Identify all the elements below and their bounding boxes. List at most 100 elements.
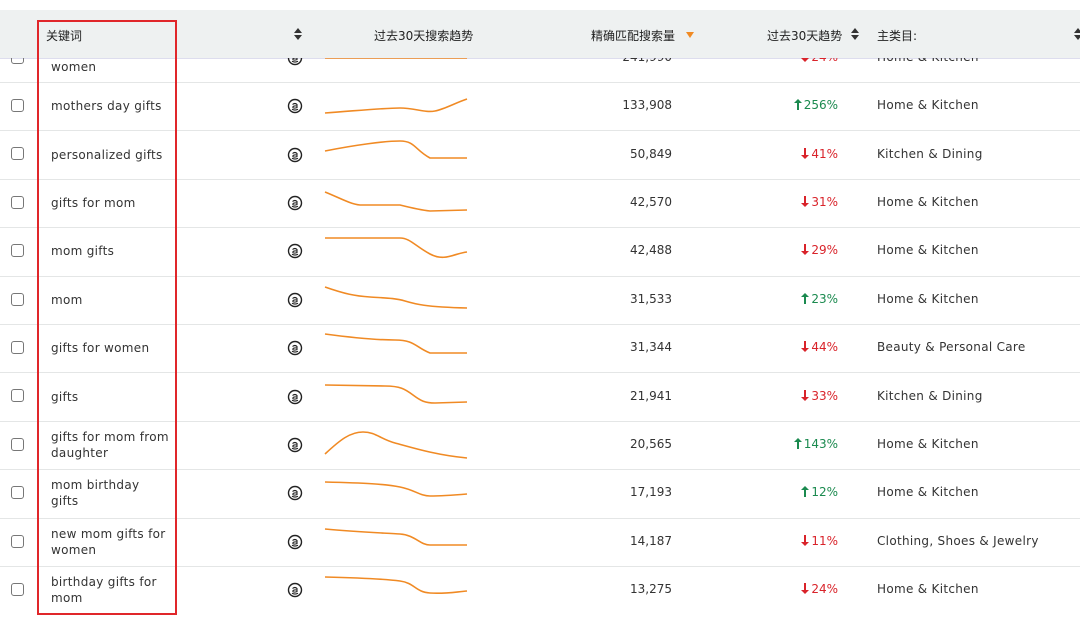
checkbox[interactable] bbox=[11, 147, 24, 161]
trend-value: 23% bbox=[811, 291, 838, 306]
category: Home & Kitchen bbox=[877, 582, 979, 597]
search-volume: 13,275 bbox=[630, 582, 672, 597]
amazon-icon bbox=[287, 340, 303, 356]
arrow bbox=[793, 99, 802, 111]
icon-glyph bbox=[291, 248, 299, 256]
icon-ring bbox=[287, 534, 303, 549]
column-header[interactable]: 精确匹配搜索量 bbox=[591, 29, 676, 43]
amazon-icon bbox=[287, 244, 303, 259]
search-volume: 241,990 bbox=[622, 58, 672, 64]
amazon-icon bbox=[287, 98, 303, 114]
trend-line bbox=[324, 383, 468, 404]
table-row: new mom gifts for women 14,187 11% Clothing… bbox=[0, 518, 1080, 567]
sort-icon[interactable] bbox=[1074, 28, 1080, 40]
category: Home & Kitchen bbox=[877, 243, 979, 258]
trend-line bbox=[324, 481, 468, 498]
trend-arrow bbox=[801, 292, 810, 304]
category: Home & Kitchen bbox=[877, 98, 979, 113]
amazon-icon bbox=[287, 58, 303, 65]
category: Home & Kitchen bbox=[877, 58, 979, 64]
table-row: mom 31,533 23% Home & Kitchen bbox=[0, 276, 1080, 325]
search-volume: 14,187 bbox=[630, 533, 672, 548]
trend-value: 29% bbox=[811, 243, 838, 258]
trend-arrow bbox=[801, 244, 810, 256]
checkbox[interactable] bbox=[11, 534, 24, 548]
category: Kitchen & Dining bbox=[877, 388, 983, 403]
icon-glyph bbox=[291, 441, 299, 450]
trend-arrow bbox=[801, 534, 810, 546]
sort-icon[interactable] bbox=[851, 28, 859, 40]
trend-arrow bbox=[801, 389, 810, 401]
trend-line bbox=[324, 527, 467, 546]
sort-icon[interactable] bbox=[294, 28, 302, 40]
icon-ring bbox=[287, 437, 303, 453]
arrow bbox=[801, 292, 810, 304]
checkbox[interactable] bbox=[11, 389, 24, 403]
amazon-icon bbox=[287, 437, 303, 453]
trend: 24% bbox=[801, 582, 838, 596]
trend: 23% bbox=[801, 292, 838, 306]
search-volume: 133,908 bbox=[622, 98, 672, 113]
checkbox[interactable] bbox=[11, 486, 24, 500]
trend-line bbox=[324, 286, 468, 309]
column-header[interactable]: 主类目: bbox=[877, 29, 918, 43]
keyword: gifts for mom from daughter bbox=[51, 429, 169, 460]
table-row: gifts 21,941 33% Kitchen & Dining bbox=[0, 372, 1080, 422]
trend: 24% bbox=[801, 58, 838, 64]
icon-glyph bbox=[291, 490, 299, 498]
category: Kitchen & Dining bbox=[877, 146, 983, 161]
category: Beauty & Personal Care bbox=[877, 340, 1026, 355]
checkbox[interactable] bbox=[11, 292, 24, 306]
column-header[interactable]: 过去30天趋势 bbox=[767, 29, 843, 43]
arrow bbox=[801, 58, 810, 62]
icon-ring bbox=[287, 486, 303, 501]
icon-ring bbox=[287, 582, 303, 598]
sparkline bbox=[324, 431, 468, 459]
keyword: mom birthday gifts bbox=[51, 478, 140, 509]
trend-value: 11% bbox=[811, 533, 838, 548]
table-row: mom gifts 42,488 29% Home & Kitchen bbox=[0, 227, 1080, 277]
column-header: 过去30天搜索趋势 bbox=[374, 29, 474, 43]
category: Home & Kitchen bbox=[877, 194, 979, 209]
highlight-box bbox=[37, 20, 177, 615]
checkbox[interactable] bbox=[11, 99, 24, 112]
icon-ring bbox=[287, 292, 303, 307]
icon-ring bbox=[287, 244, 303, 259]
checkbox[interactable] bbox=[11, 58, 24, 64]
category: Clothing, Shoes & Jewelry bbox=[877, 533, 1039, 548]
sparkline bbox=[324, 576, 468, 595]
icon-glyph bbox=[291, 345, 299, 353]
checkbox[interactable] bbox=[11, 437, 24, 451]
amazon-icon bbox=[287, 147, 303, 162]
checkbox[interactable] bbox=[11, 341, 24, 354]
checkbox[interactable] bbox=[11, 244, 24, 258]
sort-icon[interactable] bbox=[686, 32, 694, 38]
keyword: new mom gifts for women bbox=[51, 526, 166, 557]
search-volume: 20,565 bbox=[630, 436, 672, 451]
column-header[interactable]: 关键词 bbox=[46, 29, 83, 43]
keyword: personalized gifts bbox=[51, 147, 163, 162]
arrow bbox=[793, 437, 802, 449]
search-volume: 17,193 bbox=[630, 485, 672, 500]
table-row: mothers day gifts 133,908 256% Home & Kitch… bbox=[0, 82, 1080, 132]
amazon-icon bbox=[287, 582, 303, 598]
sparkline bbox=[324, 191, 468, 212]
table-row: gifts for mom from daughter 20,565 143% Hom… bbox=[0, 421, 1080, 471]
trend: 12% bbox=[801, 485, 838, 499]
table-row: gifts for women 31,344 44% Beauty & Persona… bbox=[0, 324, 1080, 374]
trend-arrow bbox=[801, 58, 810, 62]
checkbox[interactable] bbox=[11, 195, 24, 209]
keyword: mom bbox=[51, 292, 83, 307]
trend-arrow bbox=[801, 583, 810, 595]
checkbox[interactable] bbox=[11, 583, 24, 596]
icon-ring bbox=[287, 58, 303, 65]
sparkline bbox=[325, 237, 468, 259]
trend-line bbox=[324, 139, 467, 159]
table-row: personalized gifts 50,849 41% Kitchen & Din… bbox=[0, 130, 1080, 180]
keyword: gifts for mom bbox=[51, 195, 136, 210]
arrow bbox=[801, 486, 810, 498]
trend: 143% bbox=[793, 437, 838, 451]
search-volume: 21,941 bbox=[630, 388, 672, 403]
amazon-icon bbox=[287, 534, 303, 549]
